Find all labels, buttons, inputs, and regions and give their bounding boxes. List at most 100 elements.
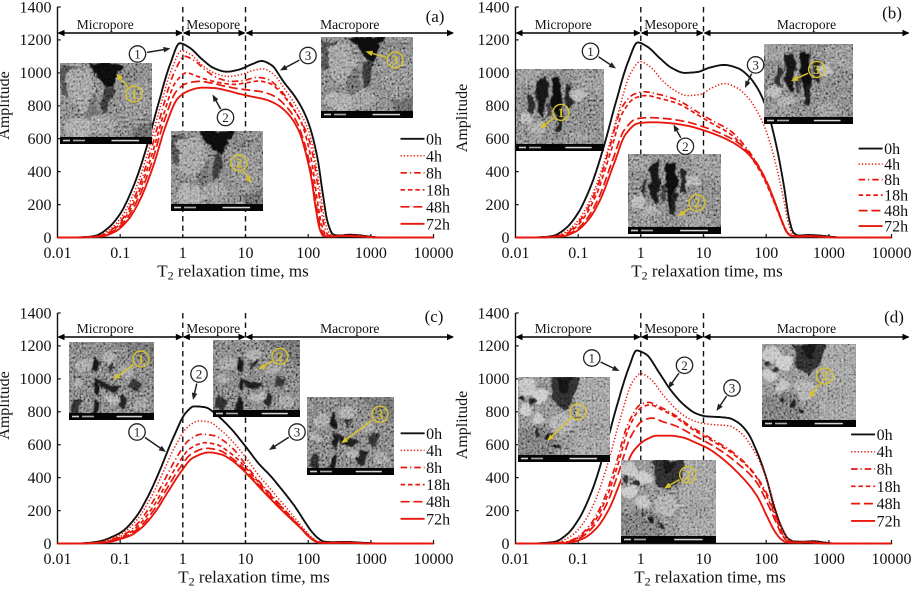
svg-text:72h: 72h [426, 216, 450, 233]
svg-text:8h: 8h [884, 172, 900, 189]
svg-text:0.01: 0.01 [44, 245, 72, 262]
svg-text:400: 400 [28, 470, 52, 487]
svg-text:Micropore: Micropore [535, 17, 592, 32]
svg-text:600: 600 [486, 131, 510, 148]
svg-text:Mesopore: Mesopore [644, 17, 698, 32]
svg-text:18h: 18h [884, 188, 908, 205]
svg-text:0: 0 [502, 536, 510, 553]
svg-text:1400: 1400 [478, 305, 510, 322]
svg-text:3: 3 [752, 58, 759, 73]
svg-text:3: 3 [294, 425, 301, 440]
svg-text:800: 800 [486, 404, 510, 421]
svg-text:2: 2 [684, 467, 691, 482]
svg-text:0h: 0h [877, 427, 893, 444]
svg-text:72h: 72h [877, 513, 901, 530]
svg-text:2: 2 [694, 195, 701, 210]
svg-text:1000: 1000 [20, 65, 52, 82]
svg-text:1400: 1400 [20, 305, 52, 322]
svg-text:Amplitude: Amplitude [454, 391, 471, 459]
svg-text:1200: 1200 [20, 338, 52, 355]
svg-text:0h: 0h [884, 141, 900, 158]
svg-text:1000: 1000 [355, 245, 387, 262]
svg-text:1000: 1000 [478, 371, 510, 388]
svg-text:10000: 10000 [414, 551, 454, 568]
svg-text:Macropore: Macropore [320, 17, 379, 32]
svg-text:Micropore: Micropore [535, 321, 592, 336]
svg-text:0h: 0h [426, 426, 442, 443]
svg-text:4h: 4h [426, 148, 442, 165]
svg-text:2: 2 [196, 367, 203, 382]
svg-text:4h: 4h [884, 157, 900, 174]
svg-text:10: 10 [696, 551, 712, 568]
svg-text:Macropore: Macropore [320, 321, 379, 336]
svg-text:3: 3 [392, 53, 399, 68]
svg-text:100: 100 [296, 245, 320, 262]
svg-text:48h: 48h [426, 199, 450, 216]
svg-text:200: 200 [486, 503, 510, 520]
svg-text:18h: 18h [426, 477, 450, 494]
svg-text:3: 3 [821, 369, 828, 384]
svg-text:Macropore: Macropore [777, 17, 836, 32]
svg-text:18h: 18h [877, 479, 901, 496]
svg-text:T2 relaxation time, ms: T2 relaxation time, ms [157, 262, 308, 283]
svg-text:200: 200 [28, 197, 52, 214]
svg-text:1: 1 [637, 245, 645, 262]
svg-text:100: 100 [754, 551, 778, 568]
svg-text:10000: 10000 [872, 551, 912, 568]
svg-text:2: 2 [236, 156, 243, 171]
svg-text:10000: 10000 [414, 245, 454, 262]
svg-text:3: 3 [729, 381, 736, 396]
svg-text:3: 3 [377, 407, 384, 422]
svg-text:0: 0 [44, 536, 52, 553]
svg-text:Mesopore: Mesopore [644, 321, 698, 336]
svg-text:200: 200 [486, 197, 510, 214]
svg-text:2: 2 [681, 358, 688, 373]
svg-text:8h: 8h [426, 165, 442, 182]
svg-text:Amplitude: Amplitude [0, 71, 13, 139]
svg-text:1: 1 [138, 352, 145, 367]
svg-text:48h: 48h [426, 494, 450, 511]
svg-text:400: 400 [486, 470, 510, 487]
svg-text:1400: 1400 [20, 0, 52, 16]
svg-text:1000: 1000 [355, 551, 387, 568]
svg-text:1200: 1200 [478, 32, 510, 49]
svg-text:1: 1 [637, 551, 645, 568]
svg-text:48h: 48h [877, 496, 901, 513]
svg-text:1: 1 [589, 351, 596, 366]
svg-text:0.1: 0.1 [568, 245, 588, 262]
svg-text:0.01: 0.01 [44, 551, 72, 568]
svg-text:(a): (a) [426, 7, 445, 26]
svg-text:1: 1 [131, 87, 138, 102]
svg-text:(d): (d) [884, 308, 904, 327]
svg-text:Micropore: Micropore [77, 321, 134, 336]
svg-text:1: 1 [134, 47, 141, 62]
svg-text:18h: 18h [426, 182, 450, 199]
svg-text:800: 800 [486, 98, 510, 115]
svg-text:0.1: 0.1 [568, 551, 588, 568]
svg-text:1: 1 [558, 105, 565, 120]
svg-text:0: 0 [502, 230, 510, 247]
svg-text:1000: 1000 [813, 551, 845, 568]
svg-text:1400: 1400 [478, 0, 510, 16]
svg-text:100: 100 [754, 245, 778, 262]
svg-text:2: 2 [222, 110, 229, 125]
svg-text:Macropore: Macropore [777, 321, 836, 336]
svg-text:10: 10 [238, 245, 254, 262]
svg-text:T2 relaxation time, ms: T2 relaxation time, ms [631, 262, 782, 283]
svg-text:1: 1 [575, 404, 582, 419]
svg-text:3: 3 [813, 62, 820, 77]
svg-text:0.01: 0.01 [502, 245, 530, 262]
svg-text:600: 600 [486, 437, 510, 454]
svg-text:Mesopore: Mesopore [186, 17, 240, 32]
svg-text:(b): (b) [882, 4, 902, 23]
svg-text:800: 800 [28, 98, 52, 115]
svg-text:10000: 10000 [872, 245, 912, 262]
svg-text:3: 3 [305, 48, 312, 63]
svg-text:4h: 4h [426, 443, 442, 460]
svg-text:T2 relaxation time, ms: T2 relaxation time, ms [634, 568, 785, 589]
svg-text:1200: 1200 [20, 32, 52, 49]
svg-text:800: 800 [28, 404, 52, 421]
svg-text:600: 600 [28, 131, 52, 148]
svg-text:Amplitude: Amplitude [0, 371, 13, 439]
svg-text:2: 2 [682, 139, 689, 154]
